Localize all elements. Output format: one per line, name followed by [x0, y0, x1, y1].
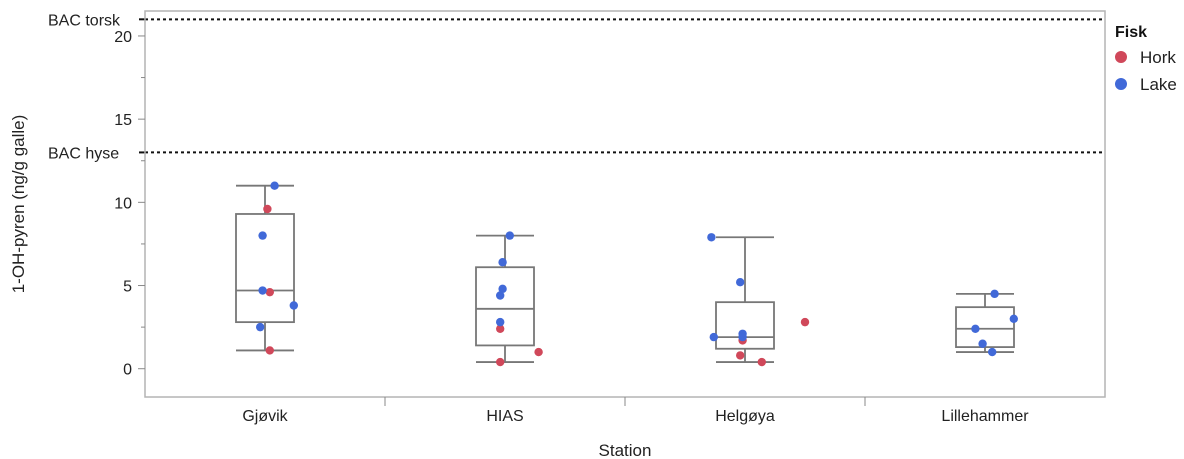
data-point-lake [496, 291, 505, 300]
data-point-lake [978, 339, 987, 348]
x-tick-label: HIAS [486, 408, 523, 425]
y-tick-label: 20 [114, 29, 132, 46]
legend-label: Hork [1140, 48, 1176, 67]
data-point-lake [289, 301, 298, 310]
data-point-lake [990, 289, 999, 299]
data-point-hork [265, 287, 274, 297]
data-point-lake [256, 322, 265, 332]
data-point-hork [496, 357, 505, 367]
legend-label: Lake [1140, 75, 1177, 94]
data-point-hork [263, 204, 272, 214]
data-point-lake [988, 347, 997, 357]
iqr-box [235, 213, 295, 324]
y-tick-label: 0 [123, 362, 132, 379]
data-point-lake [738, 332, 747, 342]
data-point-lake [498, 284, 507, 294]
data-point-hork [265, 346, 274, 355]
data-point-hork [736, 351, 745, 360]
y-axis: 0 5 10 15 20 [114, 29, 145, 379]
reference-line-label: BAC hyse [48, 145, 119, 162]
data-point-lake [709, 332, 718, 342]
data-point-lake [505, 231, 514, 240]
legend: Fisk Hork Lake [1115, 24, 1177, 94]
data-point-hork [800, 317, 810, 327]
data-point-lake [258, 231, 267, 240]
data-point-lake [258, 286, 267, 295]
y-tick-label: 5 [123, 279, 132, 296]
data-point-lake [707, 233, 716, 242]
data-point-lake [971, 324, 980, 333]
box-plots [235, 184, 1015, 363]
legend-marker [1115, 78, 1127, 90]
data-point-lake [270, 181, 279, 190]
box-plot [475, 234, 535, 363]
legend-title: Fisk [1115, 24, 1147, 41]
box-plot [235, 184, 295, 352]
x-axis-title: Station [599, 441, 652, 459]
data-point-hork [757, 357, 766, 367]
data-point-hork [496, 324, 505, 333]
x-tick-label: Helgøya [715, 408, 775, 425]
x-tick-label: Lillehammer [941, 408, 1029, 425]
y-tick-label: 10 [114, 195, 132, 212]
y-tick-label: 15 [114, 112, 132, 129]
y-axis-title: 1-OH-pyren (ng/g galle) [9, 115, 28, 294]
data-point-lake [496, 317, 505, 327]
data-point-hork [534, 347, 543, 357]
data-point-lake [1009, 314, 1018, 324]
iqr-box [475, 266, 535, 347]
reference-lines: BAC torsk BAC hyse [48, 12, 1105, 162]
reference-line-label: BAC torsk [48, 12, 121, 29]
data-points [256, 181, 1018, 367]
x-axis: Gjøvik HIAS Helgøya Lillehammer [242, 397, 1029, 425]
data-point-lake [498, 258, 507, 267]
legend-marker [1115, 51, 1127, 63]
x-tick-label: Gjøvik [242, 408, 288, 425]
data-point-lake [736, 277, 745, 287]
